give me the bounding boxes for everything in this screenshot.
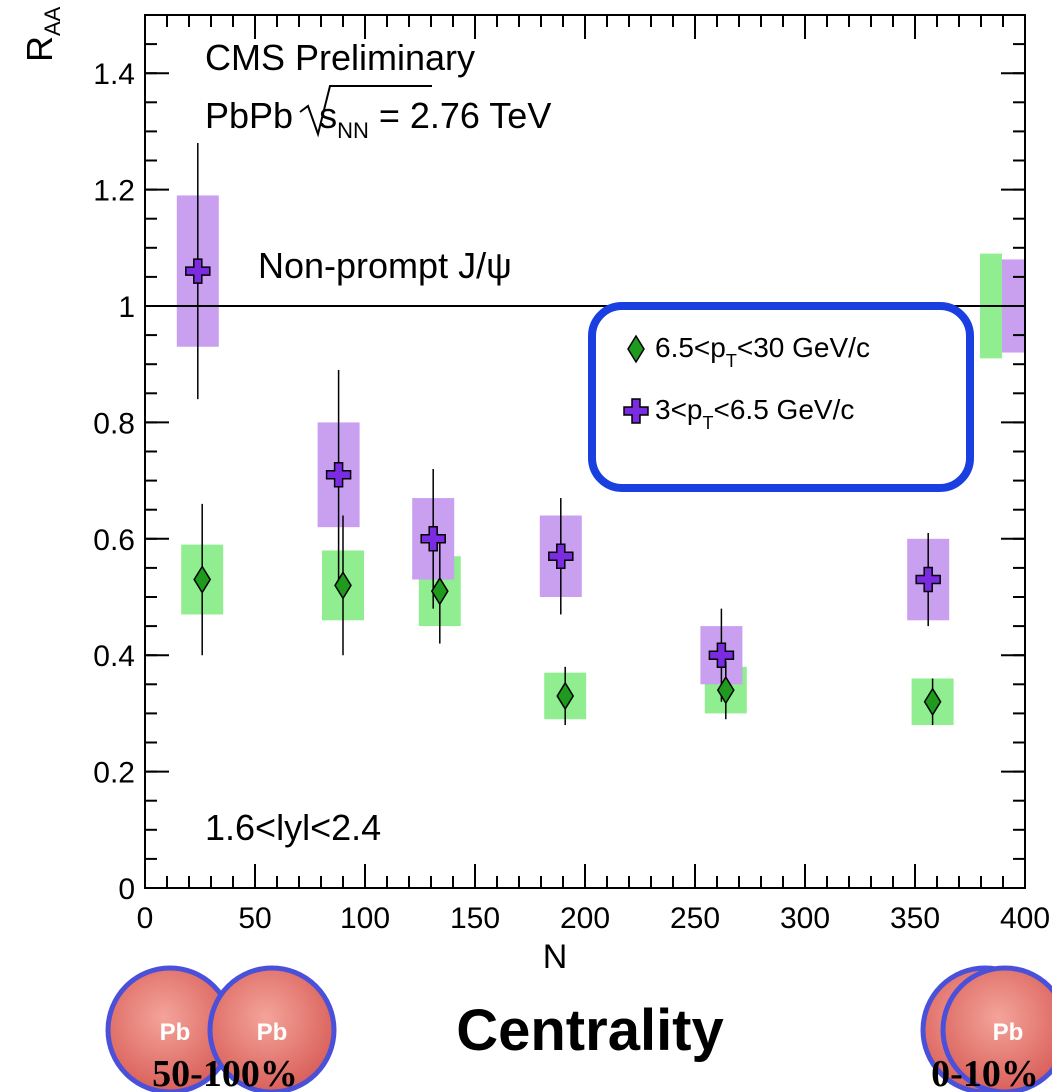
data-point xyxy=(430,576,449,606)
nucleus-label: Pb xyxy=(257,1019,288,1046)
legend-label-sub: T xyxy=(726,351,737,371)
legend-label-part: <6.5 GeV/c xyxy=(714,394,855,425)
legend-label-part: 6.5<p xyxy=(655,332,726,363)
experiment-label: CMS Preliminary xyxy=(205,37,475,78)
y-tick-label: 0.8 xyxy=(93,407,135,440)
data-point xyxy=(923,687,942,717)
x-tick-label: 50 xyxy=(238,902,271,935)
peripheral-label: 50-100% xyxy=(152,1053,298,1092)
nucleus xyxy=(207,965,337,1092)
y-axis-label: RAA xyxy=(19,6,65,62)
x-tick-label: 250 xyxy=(670,902,720,935)
nucleus-label: Pb xyxy=(160,1019,191,1046)
data-point xyxy=(708,642,735,668)
sqrt-sign xyxy=(299,85,432,138)
legend-label-sub: T xyxy=(703,413,714,433)
legend-label: 3<pT<6.5 GeV/c xyxy=(655,394,854,433)
legend-label-part: 3<p xyxy=(655,394,703,425)
y-tick-label: 0.6 xyxy=(93,524,135,557)
legend-marker xyxy=(627,334,645,364)
central-label: 0-10% xyxy=(931,1053,1039,1092)
centrality-title: Centrality xyxy=(456,998,724,1063)
energy-part: PbPb xyxy=(205,95,293,136)
data-point xyxy=(556,681,575,711)
legend-marker xyxy=(623,398,649,424)
legend-box xyxy=(588,302,974,492)
data-point xyxy=(325,462,352,488)
x-tick-label: 150 xyxy=(450,902,500,935)
legend-label: 6.5<pT<30 GeV/c xyxy=(655,332,870,371)
x-tick-label: 100 xyxy=(340,902,390,935)
plot-area: 0 50 100 150 200 250 300 350 400 0 0.2 0.4 0.6 0.8 1 1.… xyxy=(19,6,1050,976)
data-point xyxy=(548,543,574,570)
y-tick-label: 1.2 xyxy=(93,175,135,208)
particle-label: Non-prompt J/ψ xyxy=(258,245,512,286)
rapidity-label: 1.6<lyl<2.4 xyxy=(205,807,381,848)
x-tick-label: 350 xyxy=(890,902,940,935)
data-point xyxy=(716,675,735,705)
energy-sub: NN xyxy=(337,118,369,143)
data-point xyxy=(334,570,352,600)
x-tick-label: 200 xyxy=(560,902,610,935)
energy-label: PbPb sNN = 2.76 TeV xyxy=(205,95,551,143)
y-tick-label: 1.4 xyxy=(93,58,135,91)
y-axis-label-main: R xyxy=(19,36,60,62)
legend-label-part: <30 GeV/c xyxy=(737,332,870,363)
data-point xyxy=(193,565,212,594)
y-tick-label: 0.2 xyxy=(93,757,135,790)
y-tick-label: 0 xyxy=(118,873,135,906)
centrality-panel: Pb Pb Pb Centrality 50-100% 0-10% xyxy=(105,940,1052,1092)
data-point xyxy=(185,258,211,284)
data-point xyxy=(420,526,446,552)
x-tick-label: 300 xyxy=(780,902,830,935)
x-tick-label: 400 xyxy=(1000,902,1050,935)
data-point xyxy=(915,566,941,593)
nucleus xyxy=(940,965,1052,1092)
y-tick-label: 0.4 xyxy=(93,640,135,673)
y-axis-label-sub: AA xyxy=(40,6,65,36)
cover xyxy=(360,940,460,970)
energy-part: = 2.76 TeV xyxy=(369,95,551,136)
energy-part: s xyxy=(319,95,337,136)
nucleus-label: Pb xyxy=(993,1019,1024,1046)
x-tick-label: 0 xyxy=(137,902,154,935)
x-axis-label: N xyxy=(543,938,568,976)
y-tick-label: 1 xyxy=(118,291,135,324)
